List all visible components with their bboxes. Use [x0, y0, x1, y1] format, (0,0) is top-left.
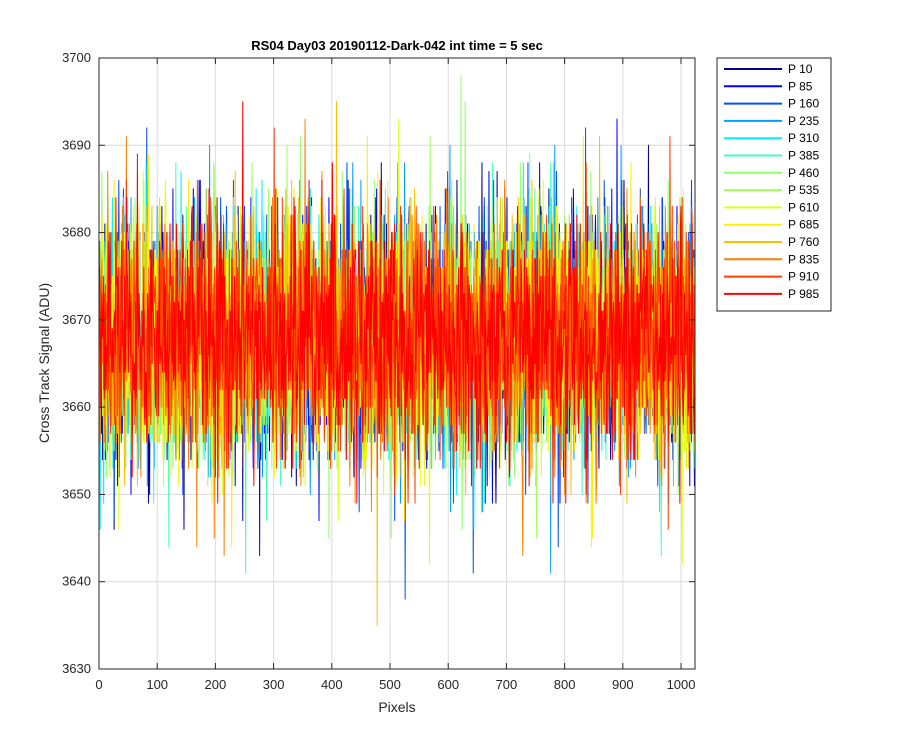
x-tick-label: 700: [496, 677, 518, 692]
y-tick-label: 3650: [62, 486, 91, 501]
x-tick-label: 300: [263, 677, 285, 692]
legend-label: P 85: [788, 79, 813, 93]
legend-label: P 310: [788, 131, 819, 145]
x-tick-label: 400: [321, 677, 343, 692]
y-tick-label: 3640: [62, 574, 91, 589]
legend-label: P 760: [788, 235, 819, 249]
series-lines: [98, 74, 696, 626]
series-line: [98, 101, 696, 504]
x-tick-label: 600: [437, 677, 459, 692]
legend-label: P 535: [788, 183, 819, 197]
ticks: 0 100 200 300 400 500 600 700 800 900 1000 3630 3640…: [62, 50, 695, 692]
legend-entries: P 10 P 85 P 160 P 235 P 310 P 385 P 460 P 535 P …: [724, 62, 819, 301]
y-tick-label: 3690: [62, 137, 91, 152]
y-tick-label: 3670: [62, 312, 91, 327]
chart-title: RS04 Day03 20190112-Dark-042 int time = …: [251, 38, 543, 53]
legend-label: P 385: [788, 149, 819, 163]
legend: P 10 P 85 P 160 P 235 P 310 P 385 P 460 P 535 P …: [716, 57, 832, 312]
plot-frame: [98, 57, 696, 670]
y-tick-label: 3630: [62, 661, 91, 676]
y-axis-label: Cross Track Signal (ADU): [36, 283, 52, 443]
legend-box: [716, 57, 832, 312]
x-tick-label: 100: [146, 677, 168, 692]
x-tick-label: 800: [554, 677, 576, 692]
legend-label: P 10: [788, 62, 813, 76]
x-tick-label: 0: [95, 677, 102, 692]
x-tick-label: 200: [205, 677, 227, 692]
y-tick-label: 3680: [62, 225, 91, 240]
legend-label: P 685: [788, 218, 819, 232]
legend-label: P 835: [788, 252, 819, 266]
x-tick-label: 900: [612, 677, 634, 692]
x-tick-label: 500: [379, 677, 401, 692]
legend-label: P 985: [788, 287, 819, 301]
legend-label: P 235: [788, 114, 819, 128]
legend-label: P 610: [788, 200, 819, 214]
y-tick-label: 3660: [62, 399, 91, 414]
legend-label: P 460: [788, 166, 819, 180]
x-tick-label: 1000: [667, 677, 696, 692]
x-axis-label: Pixels: [378, 699, 415, 715]
plot-area: 0 100 200 300 400 500 600 700 800 900 1000 3630 3640…: [62, 50, 696, 692]
legend-label: P 910: [788, 270, 819, 284]
legend-label: P 160: [788, 97, 819, 111]
y-tick-label: 3700: [62, 50, 91, 65]
